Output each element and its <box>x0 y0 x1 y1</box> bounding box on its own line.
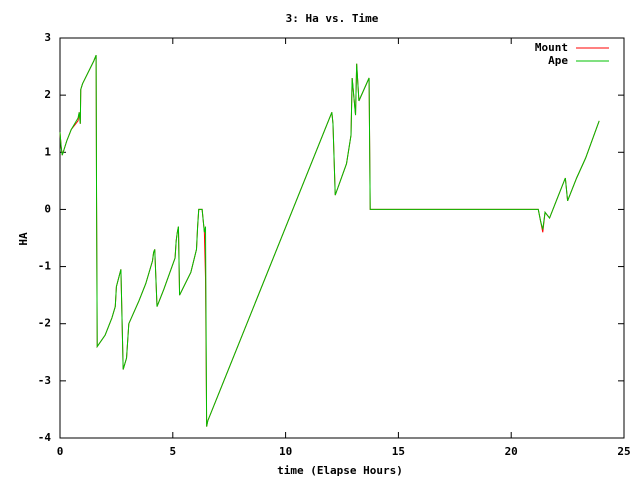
legend-label: Mount <box>535 41 568 54</box>
y-tick-label: -3 <box>38 374 51 387</box>
chart-title: 3: Ha vs. Time <box>286 12 379 25</box>
x-tick-label: 10 <box>279 445 292 458</box>
y-tick-label: 3 <box>44 31 51 44</box>
y-tick-label: -2 <box>38 317 51 330</box>
x-tick-label: 5 <box>169 445 176 458</box>
x-tick-label: 25 <box>617 445 630 458</box>
y-axis-label: HA <box>17 232 30 246</box>
legend-label: Ape <box>548 54 568 67</box>
y-tick-label: 1 <box>44 145 51 158</box>
series-line <box>59 54 600 427</box>
y-tick-label: 2 <box>44 88 51 101</box>
x-tick-label: 0 <box>57 445 64 458</box>
x-tick-label: 20 <box>505 445 518 458</box>
y-tick-label: -4 <box>38 431 52 444</box>
y-tick-label: 0 <box>44 202 51 215</box>
x-axis-label: time (Elapse Hours) <box>277 464 403 477</box>
plot-border <box>59 37 625 439</box>
y-tick-label: -1 <box>38 260 52 273</box>
x-tick-label: 15 <box>392 445 405 458</box>
